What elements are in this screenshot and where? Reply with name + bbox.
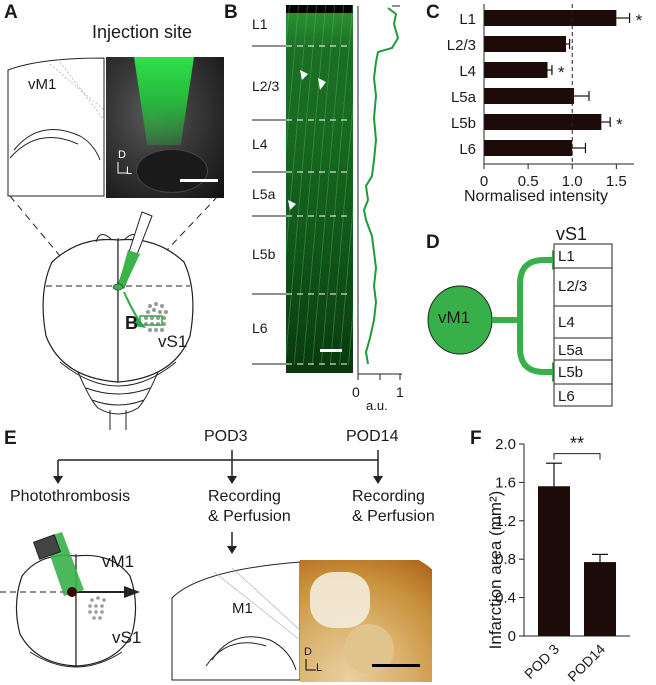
step-label: Photothrombosis (10, 488, 131, 505)
bar-f (584, 562, 616, 636)
timepoint-label: POD14 (346, 428, 399, 445)
step-label: Recording (352, 488, 425, 505)
injection-site-image: D L (106, 57, 224, 198)
panel-c-label: C (426, 2, 440, 23)
layer-label-d: L4 (558, 314, 575, 331)
bar-c (484, 114, 602, 130)
x-unit-b: a.u. (366, 398, 388, 413)
vm1-label: vM1 (28, 76, 57, 93)
category-label-c: L2/3 (447, 37, 476, 54)
chart-f: 0 0.4 0.8 1.2 1.6 2.0 POD 3 POD14 ** (495, 434, 630, 685)
category-label-c: L5b (451, 115, 476, 132)
panel-a-label: A (4, 2, 18, 23)
x-tick-label-f: POD14 (564, 641, 608, 685)
layer-boundaries (252, 45, 352, 365)
chart-c: L1 * L2/3 L4 * L5a L5b * L60 0.5 1.0 1.5 (447, 4, 643, 190)
x-tick-label-c: 0.5 (518, 173, 539, 190)
y-tick-label-f: 0.8 (495, 551, 516, 568)
projection-diagram (427, 243, 613, 407)
vm1-label-e: vM1 (102, 552, 135, 571)
axis-l-label-e: L (316, 662, 323, 674)
vs1-label: vS1 (158, 332, 188, 351)
category-label-c: L1 (459, 11, 476, 28)
significance-label-f: ** (570, 434, 584, 454)
panel-b-label: B (224, 2, 238, 23)
vs1-title: vS1 (556, 224, 588, 244)
m1-slice-label: M1 (232, 600, 253, 617)
bar-f (538, 486, 570, 636)
layer-label-b: L6 (252, 320, 268, 336)
bar-c (484, 62, 548, 78)
layer-label-b: L5b (252, 246, 276, 262)
bar-c (484, 10, 617, 26)
step-label: & Perfusion (352, 508, 435, 525)
timeline (0, 450, 383, 681)
layer-label-d: L5b (558, 364, 584, 381)
vs1-label-e: vS1 (112, 628, 142, 647)
panel-a-drawing (7, 57, 219, 430)
x-tick-b: 0 (352, 384, 360, 400)
x-tick-label-c: 1.0 (562, 173, 583, 190)
fluorescence-image (286, 5, 353, 373)
b-target-label: B (125, 313, 138, 333)
y-tick-label-f: 0 (508, 628, 516, 645)
timepoint-label: POD3 (204, 428, 248, 445)
category-label-c: L6 (459, 141, 476, 158)
layer-label-b: L2/3 (252, 78, 280, 94)
vm1-node-label: vM1 (438, 308, 471, 327)
significance-bracket-f (553, 453, 601, 460)
axis-l-label: L (126, 165, 133, 177)
layer-label-d: L6 (558, 388, 575, 405)
step-label: Recording (208, 488, 281, 505)
sig-star-c: * (558, 63, 565, 82)
scale-bar (320, 349, 342, 352)
chart-f-ylabel: Infarction area (mm²) (486, 490, 505, 650)
category-label-c: L5a (451, 89, 477, 106)
scale-bar (180, 179, 218, 182)
bar-c (484, 36, 567, 52)
category-label-c: L4 (459, 63, 476, 80)
step-label: & Perfusion (208, 508, 291, 525)
stained-section-image: D L (300, 560, 432, 682)
panel-e-label: E (4, 428, 17, 449)
x-tick-label-c: 0 (480, 173, 488, 190)
scale-bar (372, 664, 420, 667)
panel-d-label: D (426, 232, 440, 253)
sig-star-c: * (636, 11, 643, 30)
x-tick-label-f: POD 3 (521, 641, 562, 682)
y-tick-label-f: 0.4 (495, 590, 516, 607)
layer-label-d: L5a (558, 342, 584, 359)
bar-c (484, 88, 574, 104)
y-tick-label-f: 1.6 (495, 474, 516, 491)
bar-c (484, 140, 573, 156)
layer-label-b: L4 (252, 136, 268, 152)
sig-star-c: * (616, 115, 623, 134)
x-tick-label-c: 1.5 (606, 173, 627, 190)
layer-label-d: L1 (558, 248, 575, 265)
layer-label-d: L2/3 (558, 278, 588, 295)
layer-label-b: L5a (252, 186, 276, 202)
y-tick-label-f: 2.0 (495, 436, 516, 453)
injection-site-title: Injection site (92, 22, 193, 42)
layer-label-b: L1 (252, 16, 268, 32)
chart-c-xlabel: Normalised intensity (464, 188, 609, 205)
x-tick-b: 1 (396, 384, 404, 400)
panel-f-label: F (470, 428, 482, 449)
axis-d-label-e: D (304, 646, 312, 658)
axis-d-label: D (118, 149, 126, 161)
intensity-profile (357, 5, 402, 380)
y-tick-label-f: 1.2 (495, 513, 516, 530)
